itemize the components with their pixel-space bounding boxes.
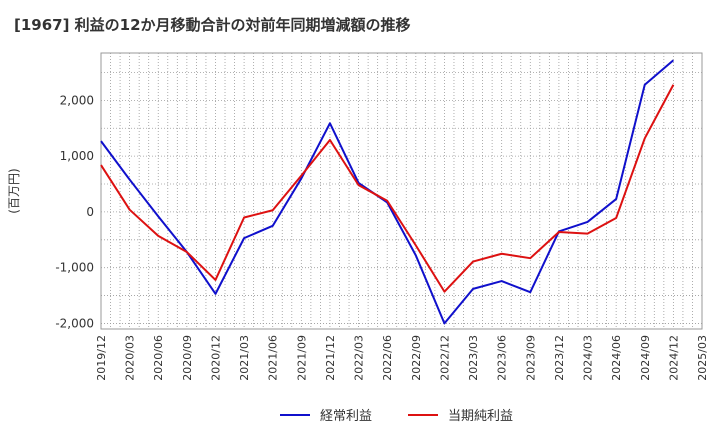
x-tick-label: 2024/03 <box>582 335 595 381</box>
y-tick-label: -1,000 <box>55 261 94 275</box>
y-tick-label: 2,000 <box>60 93 94 107</box>
y-axis-label: (百万円) <box>7 168 21 213</box>
x-tick-label: 2020/09 <box>181 335 194 381</box>
x-tick-label: 2022/03 <box>353 335 366 381</box>
x-tick-label: 2020/03 <box>124 335 137 381</box>
legend-label: 経常利益 <box>320 409 372 424</box>
x-tick-label: 2023/06 <box>496 335 509 381</box>
chart-title: [1967] 利益の12か月移動合計の対前年同期増減額の推移 <box>14 16 411 34</box>
x-tick-label: 2021/12 <box>324 335 337 381</box>
x-tick-label: 2023/12 <box>553 335 566 381</box>
plot-area <box>100 52 703 330</box>
series-lines <box>100 59 675 325</box>
x-tick-label: 2023/09 <box>524 335 537 381</box>
x-tick-label: 2020/12 <box>209 335 222 381</box>
x-tick-label: 2021/06 <box>267 335 280 381</box>
x-tick-label: 2023/03 <box>467 335 480 381</box>
x-tick-label: 2019/12 <box>95 335 108 381</box>
x-tick-label: 2022/09 <box>410 335 423 381</box>
legend-label: 当期純利益 <box>448 409 513 424</box>
gridlines <box>101 53 702 329</box>
x-tick-label: 2024/06 <box>610 335 623 381</box>
x-tick-label: 2022/12 <box>438 335 451 381</box>
x-tick-label: 2024/09 <box>639 335 652 381</box>
legend: 経常利益 当期純利益 <box>280 409 513 424</box>
x-tick-label: 2024/12 <box>667 335 680 381</box>
y-tick-label: 1,000 <box>60 149 94 163</box>
x-tick-label: 2025/03 <box>696 335 709 381</box>
series-line-当期純利益 <box>100 84 675 293</box>
y-axis-ticks: 2,000 1,000 0 -1,000 -2,000 <box>55 93 94 330</box>
x-tick-label: 2021/09 <box>295 335 308 381</box>
x-tick-label: 2022/06 <box>381 335 394 381</box>
x-tick-label: 2021/03 <box>238 335 251 381</box>
x-tick-label: 2020/06 <box>152 335 165 381</box>
y-tick-label: -2,000 <box>55 316 94 330</box>
y-tick-label: 0 <box>86 205 94 219</box>
x-axis-ticks: 2019/12 2020/03 2020/06 2020/09 2020/12 2021/… <box>95 335 709 381</box>
